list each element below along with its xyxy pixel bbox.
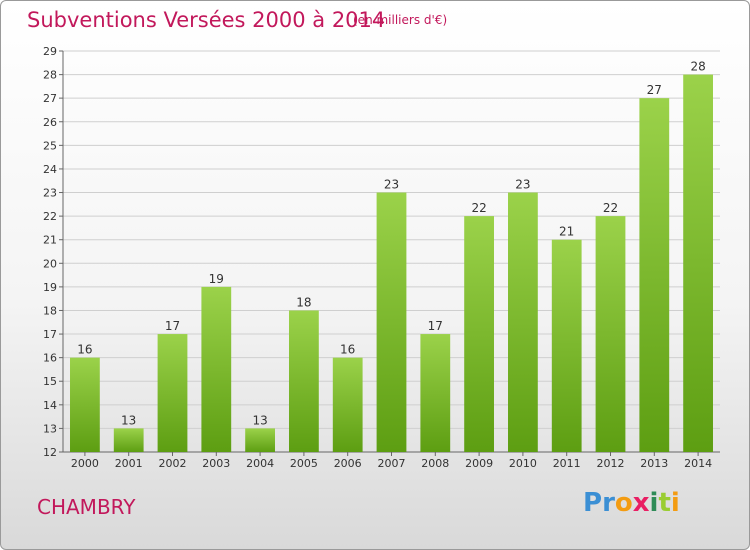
x-tick-label: 2008 (421, 457, 449, 470)
logo-letter: t (658, 488, 671, 518)
y-tick-label: 12 (43, 446, 57, 459)
chart-subtitle: (en milliers d'€) (353, 13, 448, 27)
logo-letter: P (583, 488, 603, 518)
x-tick-label: 2014 (684, 457, 712, 470)
data-label: 22 (471, 201, 486, 215)
y-tick-label: 27 (43, 92, 57, 105)
data-label: 17 (428, 319, 443, 333)
y-tick-label: 19 (43, 281, 57, 294)
x-tick-label: 2006 (334, 457, 362, 470)
y-tick-label: 16 (43, 352, 57, 365)
y-tick-label: 21 (43, 234, 57, 247)
x-tick-label: 2002 (159, 457, 187, 470)
x-tick-label: 2000 (71, 457, 99, 470)
y-tick-label: 18 (43, 304, 57, 317)
y-tick-label: 25 (43, 139, 57, 152)
data-label: 17 (165, 319, 180, 333)
y-tick-label: 17 (43, 328, 57, 341)
x-tick-label: 2009 (465, 457, 493, 470)
y-tick-label: 15 (43, 375, 57, 388)
y-tick-label: 20 (43, 257, 57, 270)
bar-2014 (683, 74, 713, 453)
data-label: 28 (690, 60, 705, 74)
logo-letter: x (632, 488, 650, 518)
location-name: CHAMBRY (37, 495, 136, 519)
bar-2009 (464, 216, 494, 452)
bar-2000 (70, 357, 100, 452)
data-label: 21 (559, 225, 574, 239)
data-label: 13 (121, 413, 136, 427)
data-label: 27 (647, 83, 662, 97)
y-tick-label: 22 (43, 210, 57, 223)
data-label: 19 (209, 272, 224, 286)
y-tick-label: 13 (43, 422, 57, 435)
x-tick-label: 2007 (378, 457, 406, 470)
bar-2001 (113, 428, 144, 452)
logo-letter: i (670, 488, 680, 518)
logo-letter: i (649, 488, 659, 518)
y-tick-label: 23 (43, 187, 57, 200)
data-label: 13 (252, 413, 267, 427)
y-tick-label: 28 (43, 69, 57, 82)
bar-2007 (376, 192, 407, 452)
bar-2002 (157, 334, 188, 452)
y-tick-label: 24 (43, 163, 57, 176)
x-tick-label: 2012 (597, 457, 625, 470)
bar-2013 (639, 98, 670, 453)
x-tick-label: 2003 (202, 457, 230, 470)
data-label: 23 (384, 178, 399, 192)
x-tick-label: 2005 (290, 457, 318, 470)
chart-title: Subventions Versées 2000 à 2014 (27, 8, 386, 32)
bar-2010 (508, 192, 538, 452)
bar-2004 (245, 428, 275, 452)
data-label: 18 (296, 295, 311, 309)
x-tick-label: 2004 (246, 457, 274, 470)
y-tick-label: 26 (43, 116, 57, 129)
y-tick-label: 14 (43, 399, 57, 412)
bar-2003 (201, 286, 232, 452)
bar-2006 (332, 357, 363, 452)
proxiti-logo: Proxiti (583, 488, 680, 518)
bar-2008 (420, 334, 451, 452)
bar-2012 (595, 216, 626, 452)
x-tick-label: 2013 (640, 457, 668, 470)
x-tick-label: 2011 (553, 457, 581, 470)
data-label: 23 (515, 178, 530, 192)
y-tick-label: 29 (43, 45, 57, 58)
bar-2005 (289, 310, 319, 452)
data-label: 16 (77, 343, 92, 357)
bar-2011 (551, 239, 582, 452)
logo-letter: r (602, 488, 615, 518)
logo-letter: o (614, 488, 633, 518)
data-label: 22 (603, 201, 618, 215)
x-tick-label: 2010 (509, 457, 537, 470)
data-label: 16 (340, 343, 355, 357)
x-tick-label: 2001 (115, 457, 143, 470)
